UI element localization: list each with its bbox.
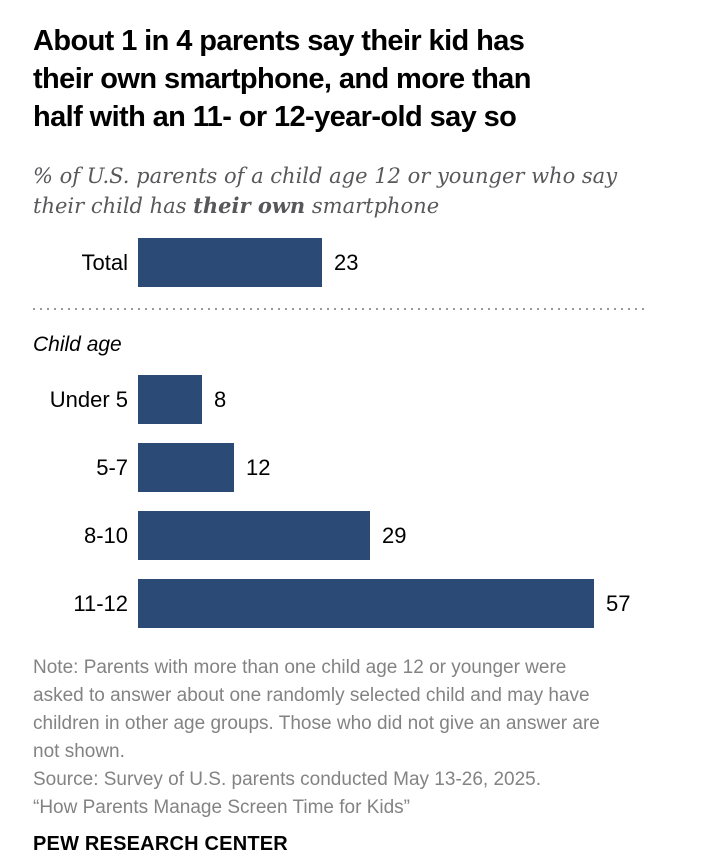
value-label-8-10: 29 [382, 522, 407, 548]
note-line-4: not shown. [33, 741, 125, 762]
category-label-11-12: 11-12 [73, 590, 128, 616]
bar-5-7 [138, 443, 234, 492]
chart-title-line-3: half with an 11- or 12-year-old say so [33, 101, 517, 133]
brand-wordmark: PEW RESEARCH CENTER [33, 833, 288, 855]
value-label-11-12: 57 [606, 590, 631, 616]
report-title-line: “How Parents Manage Screen Time for Kids… [33, 797, 410, 818]
bar-8-10 [138, 511, 370, 560]
chart-title: About 1 in 4 parents say their kid has t… [33, 22, 680, 136]
bar-row-under-5: Under 5 8 [33, 375, 680, 424]
note-line-2: asked to answer about one randomly selec… [33, 685, 590, 706]
age-group-rows: Under 5 8 5-7 12 8-10 29 11-12 57 [33, 375, 680, 628]
category-label-8-10: 8-10 [83, 522, 128, 548]
note-line-3: children in other age groups. Those who … [33, 713, 600, 734]
value-label-total: 23 [334, 249, 359, 275]
chart-title-line-2: their own smartphone, and more than [33, 63, 531, 95]
subtitle-line-1: % of U.S. parents of a child age 12 or y… [33, 164, 618, 188]
dotted-divider [33, 308, 645, 310]
subtitle-line-2-suffix: smartphone [305, 194, 440, 218]
bar-11-12 [138, 579, 594, 628]
value-label-5-7: 12 [246, 454, 271, 480]
source-line: Source: Survey of U.S. parents conducted… [33, 769, 542, 790]
bar-chart: Total 23 Child age Under 5 8 5-7 12 8-10… [33, 238, 680, 628]
category-label-total: Total [81, 249, 128, 275]
section-label-child-age: Child age [33, 333, 122, 356]
bar-under-5 [138, 375, 202, 424]
chart-footer: Note: Parents with more than one child a… [33, 654, 680, 856]
bar-row-5-7: 5-7 12 [33, 443, 680, 492]
bar-row-11-12: 11-12 57 [33, 579, 680, 628]
bar-total [138, 238, 322, 287]
value-label-under-5: 8 [214, 386, 227, 412]
bar-row-8-10: 8-10 29 [33, 511, 680, 560]
chart-title-line-1: About 1 in 4 parents say their kid has [33, 25, 525, 57]
category-label-5-7: 5-7 [96, 454, 128, 480]
chart-subtitle: % of U.S. parents of a child age 12 or y… [33, 161, 680, 221]
category-label-under-5: Under 5 [49, 386, 128, 412]
subtitle-line-2-prefix: their child has [33, 194, 194, 218]
note-line-1: Note: Parents with more than one child a… [33, 657, 567, 678]
subtitle-bold-phrase: their own [193, 193, 306, 218]
bar-row-total: Total 23 [33, 238, 680, 287]
